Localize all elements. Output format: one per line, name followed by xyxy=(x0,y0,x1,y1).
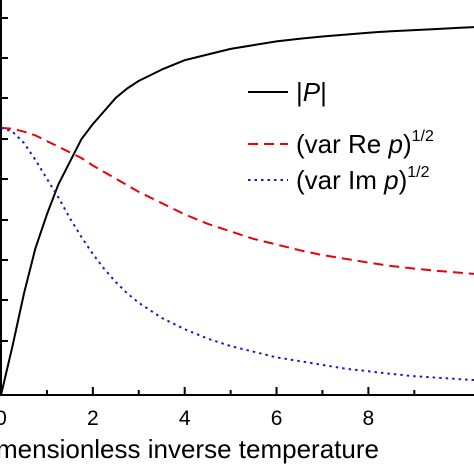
x-axis-label: mensionless inverse temperature xyxy=(0,434,379,464)
legend-label-2: (var Im p)1/2 xyxy=(296,164,430,195)
series-line-0 xyxy=(0,26,474,396)
series-line-1 xyxy=(0,126,474,275)
legend-label-1: (var Re p)1/2 xyxy=(296,128,434,159)
legend: |P| (var Re p)1/2 (var Im p)1/2 xyxy=(248,77,434,195)
x-tick-label-3: 6 xyxy=(271,407,283,430)
series-layer xyxy=(0,26,474,396)
x-tick-label-1: 2 xyxy=(87,407,99,430)
x-ticks: 0 2 4 6 8 xyxy=(0,387,416,430)
x-tick-label-4: 8 xyxy=(363,407,375,430)
plot-frame xyxy=(0,0,474,396)
x-tick-label-0: 0 xyxy=(0,407,7,430)
legend-label-0: |P| xyxy=(296,77,327,107)
x-tick-label-2: 4 xyxy=(179,407,191,430)
y-ticks xyxy=(1,17,8,342)
